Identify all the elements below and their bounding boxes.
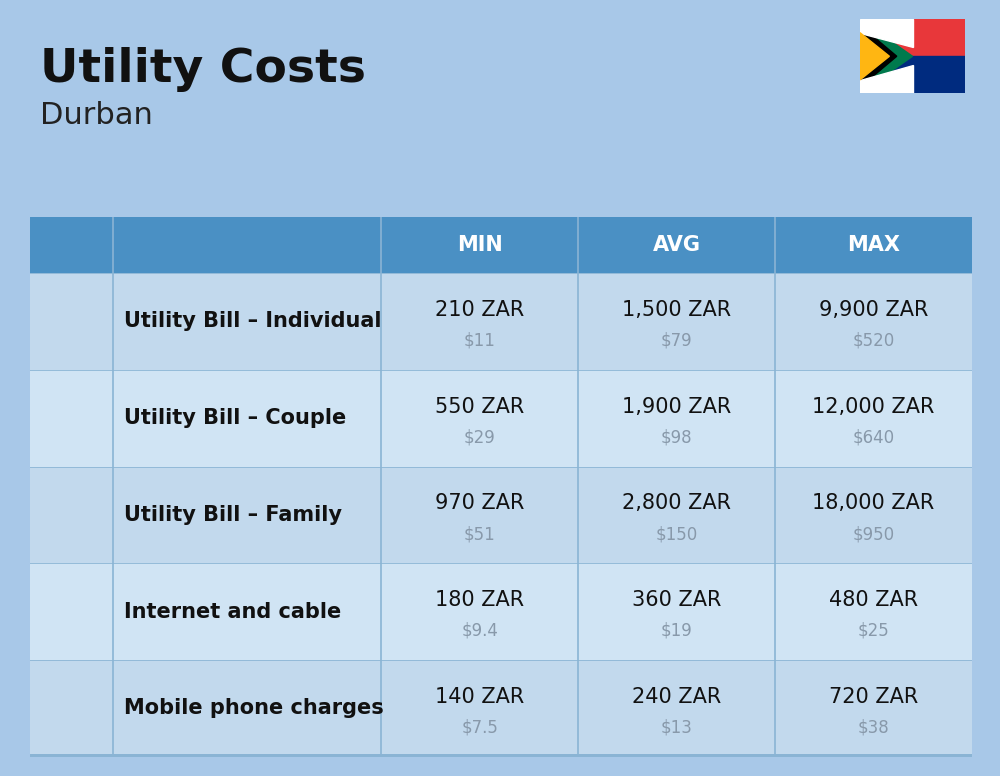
Text: $520: $520	[852, 332, 895, 350]
Text: $7.5: $7.5	[461, 719, 498, 736]
Text: 180 ZAR: 180 ZAR	[435, 590, 524, 610]
Text: Internet and cable: Internet and cable	[124, 601, 341, 622]
Text: 360 ZAR: 360 ZAR	[632, 590, 721, 610]
Text: 12,000 ZAR: 12,000 ZAR	[812, 397, 935, 417]
Bar	[860, 57, 965, 93]
Text: $79: $79	[661, 332, 692, 350]
Text: $640: $640	[852, 428, 895, 446]
Text: 550 ZAR: 550 ZAR	[435, 397, 524, 417]
Text: 970 ZAR: 970 ZAR	[435, 494, 524, 513]
Text: $38: $38	[858, 719, 889, 736]
Polygon shape	[860, 26, 897, 87]
Text: 140 ZAR: 140 ZAR	[435, 687, 524, 707]
Text: $29: $29	[464, 428, 496, 446]
Text: $150: $150	[656, 525, 698, 543]
Text: $13: $13	[661, 719, 693, 736]
Polygon shape	[860, 65, 912, 93]
Text: 9,900 ZAR: 9,900 ZAR	[819, 300, 928, 320]
Polygon shape	[860, 19, 912, 47]
Text: 18,000 ZAR: 18,000 ZAR	[812, 494, 935, 513]
Text: $98: $98	[661, 428, 692, 446]
Text: $9.4: $9.4	[461, 622, 498, 640]
Text: 210 ZAR: 210 ZAR	[435, 300, 524, 320]
Text: 720 ZAR: 720 ZAR	[829, 687, 918, 707]
Text: Mobile phone charges: Mobile phone charges	[124, 698, 384, 719]
Text: Utility Bill – Family: Utility Bill – Family	[124, 505, 342, 525]
Text: Utility Bill – Couple: Utility Bill – Couple	[124, 408, 346, 428]
Text: 1,500 ZAR: 1,500 ZAR	[622, 300, 731, 320]
Text: $11: $11	[464, 332, 496, 350]
Text: 240 ZAR: 240 ZAR	[632, 687, 721, 707]
Text: $19: $19	[661, 622, 693, 640]
Polygon shape	[860, 19, 912, 93]
Bar	[860, 19, 965, 57]
Text: MIN: MIN	[457, 235, 503, 255]
Text: $25: $25	[858, 622, 889, 640]
Text: 1,900 ZAR: 1,900 ZAR	[622, 397, 731, 417]
Text: $51: $51	[464, 525, 496, 543]
Text: Utility Bill – Individual: Utility Bill – Individual	[124, 311, 382, 331]
Text: AVG: AVG	[653, 235, 701, 255]
Text: $950: $950	[852, 525, 895, 543]
Text: 480 ZAR: 480 ZAR	[829, 590, 918, 610]
Text: 2,800 ZAR: 2,800 ZAR	[622, 494, 731, 513]
Text: Utility Costs: Utility Costs	[40, 47, 366, 92]
Text: MAX: MAX	[847, 235, 900, 255]
Polygon shape	[860, 33, 889, 80]
Text: Durban: Durban	[40, 101, 153, 130]
